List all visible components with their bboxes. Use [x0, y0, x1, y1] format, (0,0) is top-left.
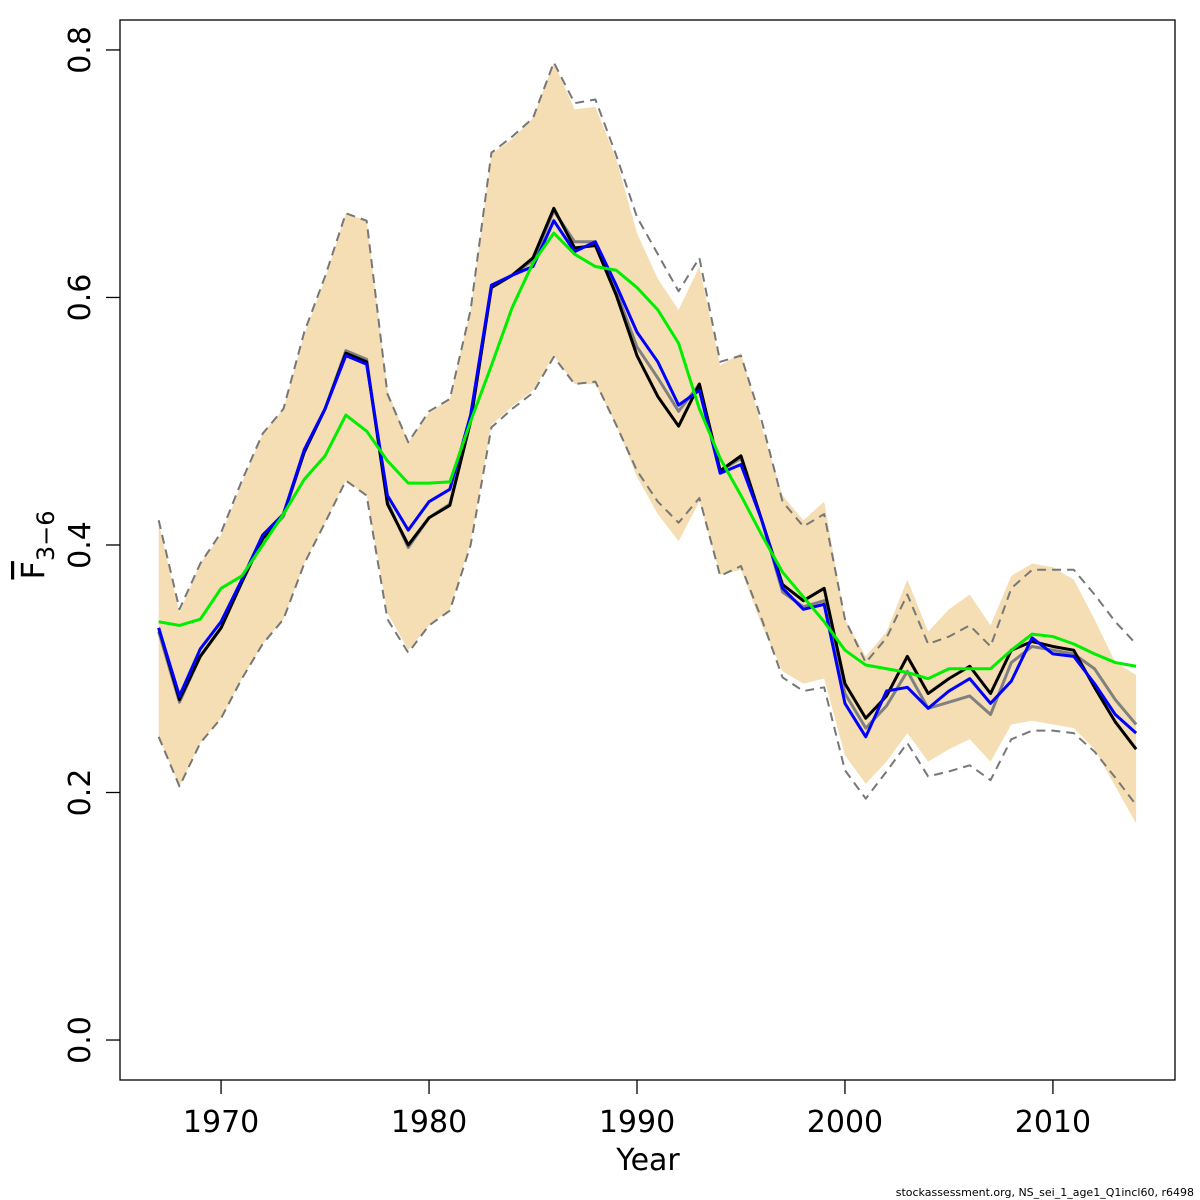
y-tick-label: 0.8 [63, 26, 98, 74]
interval-line [157, 355, 1137, 806]
x-tick-label: 1970 [183, 1105, 259, 1140]
x-tick-label: 2000 [807, 1105, 883, 1140]
y-tick-label: 0.6 [63, 274, 98, 322]
series-line [158, 231, 1137, 681]
y-tick-label: 0.0 [63, 1016, 98, 1064]
confidence-band [158, 62, 1137, 824]
interval-line [157, 61, 1137, 664]
y-axis-label: F3−6 [14, 510, 60, 579]
x-axis-label: Year [615, 1143, 680, 1178]
y-tick-label: 0.4 [63, 521, 98, 569]
x-tick-label: 2010 [1015, 1105, 1091, 1140]
x-tick-label: 1980 [391, 1105, 467, 1140]
y-label-main: F [14, 561, 52, 579]
plot-frame [119, 19, 1176, 1081]
series-line [157, 219, 1138, 739]
y-label-sub: 3−6 [32, 510, 60, 561]
x-tick-label: 1990 [599, 1105, 675, 1140]
y-tick-label: 0.2 [63, 769, 98, 817]
footnote: stockassessment.org, NS_sei_1_age1_Q1inc… [896, 1186, 1194, 1199]
